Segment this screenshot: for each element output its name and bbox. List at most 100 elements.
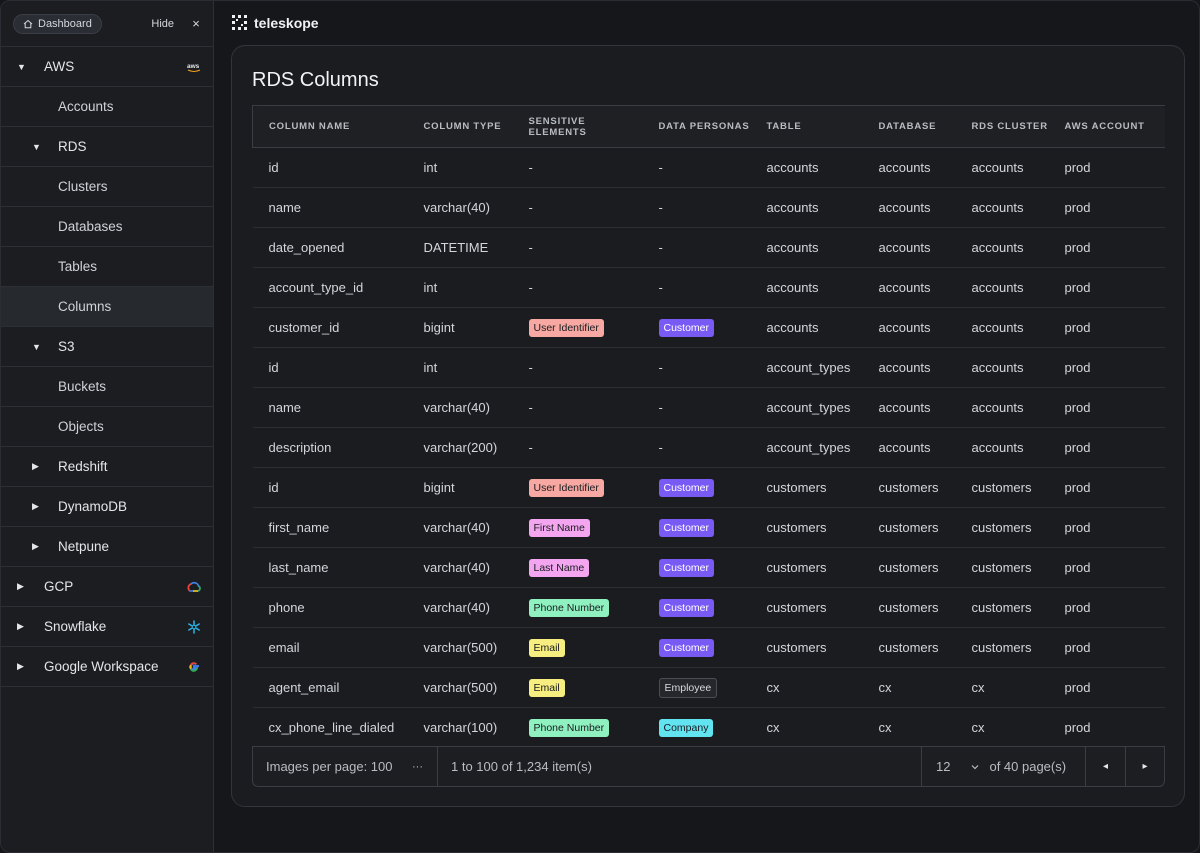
sensitive-element-cell-badge[interactable]: User Identifier xyxy=(528,318,604,337)
sensitive-element-cell-badge[interactable]: Email xyxy=(528,678,565,697)
aws-account-cell: prod xyxy=(1049,508,1166,548)
table-row[interactable]: first_name varchar(40) First Name Customer c… xyxy=(252,508,1166,548)
caret-right-icon[interactable]: ▶ xyxy=(17,661,24,671)
caret-down-icon[interactable]: ▼ xyxy=(17,61,26,72)
data-persona-cell-text: - xyxy=(658,440,663,455)
table-body: id int - - accounts accounts accounts prod name v… xyxy=(252,148,1166,747)
column-header[interactable]: RDS CLUSTER xyxy=(955,105,1049,148)
sensitive-element-cell: - xyxy=(513,148,643,188)
data-persona-cell-badge[interactable]: Customer xyxy=(658,518,715,537)
per-page-label: Images per page: 100 xyxy=(266,759,393,774)
table-row[interactable]: description varchar(200) - - account_types ac… xyxy=(252,428,1165,468)
data-persona-cell-badge[interactable]: Customer xyxy=(658,598,715,617)
dashboard-button[interactable]: Dashboard xyxy=(13,13,102,34)
data-persona-cell-badge[interactable]: Customer xyxy=(658,638,715,657)
table-row[interactable]: name varchar(40) - - account_types accounts ac… xyxy=(252,388,1165,428)
column-header[interactable]: COLUMN TYPE xyxy=(407,105,513,148)
aws-account-cell: prod xyxy=(1049,628,1166,668)
sidebar-item-rds[interactable]: ▼ RDS xyxy=(1,127,213,167)
sidebar-item-clusters[interactable]: Clusters xyxy=(1,167,213,207)
sensitive-element-cell-badge[interactable]: Phone Number xyxy=(528,718,610,737)
sidebar-item-google-workspace[interactable]: ▶ Google Workspace xyxy=(1,647,213,687)
sidebar-item-accounts[interactable]: Accounts xyxy=(1,87,213,127)
caret-right-icon[interactable]: ▶ xyxy=(17,581,24,591)
data-persona-cell-badge[interactable]: Customer xyxy=(658,318,715,337)
table-row[interactable]: account_type_id int - - accounts accounts acco… xyxy=(252,268,1165,308)
sidebar-item-databases[interactable]: Databases xyxy=(1,207,213,247)
sidebar-item-aws[interactable]: ▼ AWS aws xyxy=(1,47,213,87)
table-row[interactable]: id bigint User Identifier Customer customers… xyxy=(252,468,1165,508)
sidebar-item-s3[interactable]: ▼ S3 xyxy=(1,327,213,367)
caret-down-icon[interactable]: ▼ xyxy=(32,341,41,352)
data-persona-cell-badge[interactable]: Customer xyxy=(658,478,715,497)
column-name-cell-text: id xyxy=(268,480,279,495)
table-row[interactable]: email varchar(500) Email Customer customers c… xyxy=(252,628,1166,668)
sidebar-item-objects[interactable]: Objects xyxy=(1,407,213,447)
caret-right-icon[interactable]: ▶ xyxy=(32,501,39,511)
sidebar-item-label: Google Workspace xyxy=(44,659,159,674)
column-header[interactable]: SENSITIVE ELEMENTS xyxy=(512,105,643,148)
next-page-button[interactable]: ▸ xyxy=(1126,747,1164,786)
rds-cluster-cell: accounts xyxy=(956,308,1049,348)
table-row[interactable]: last_name varchar(40) Last Name Customer cus… xyxy=(252,548,1165,588)
table-row[interactable]: phone varchar(40) Phone Number Customer cust… xyxy=(252,588,1165,628)
columns-table-wrapper[interactable]: COLUMN NAME COLUMN TYPE SENSITIVE ELEMEN… xyxy=(252,105,1165,747)
caret-right-icon[interactable]: ▶ xyxy=(17,621,24,631)
caret-right-icon[interactable]: ▶ xyxy=(32,541,39,551)
sidebar-item-gcp[interactable]: ▶ GCP xyxy=(1,567,213,607)
sensitive-element-cell: User Identifier xyxy=(513,468,643,508)
column-header[interactable]: COLUMN NAME xyxy=(252,105,408,148)
table-row[interactable]: id int - - accounts accounts accounts prod xyxy=(252,148,1165,188)
column-header[interactable]: DATABASE xyxy=(862,105,956,148)
data-persona-cell-text: - xyxy=(658,360,663,375)
sidebar-item-buckets[interactable]: Buckets xyxy=(1,367,213,407)
per-page-select[interactable]: Images per page: 100 ··· xyxy=(253,747,438,786)
caret-down-icon[interactable]: ▼ xyxy=(32,141,41,152)
table-row[interactable]: cx_phone_line_dialed varchar(100) Phone Nu… xyxy=(252,708,1165,747)
database-cell: customers xyxy=(863,508,956,548)
column-header[interactable]: AWS ACCOUNT xyxy=(1048,105,1165,148)
data-persona-cell-badge[interactable]: Employee xyxy=(658,677,718,698)
sensitive-element-cell-badge[interactable]: Phone Number xyxy=(528,598,610,617)
column-name-cell-text: last_name xyxy=(268,560,329,575)
sensitive-element-cell: Phone Number xyxy=(513,588,643,628)
close-icon[interactable]: × xyxy=(192,16,200,31)
sidebar-item-snowflake[interactable]: ▶ Snowflake xyxy=(1,607,213,647)
sidebar-item-netpune[interactable]: ▶ Netpune xyxy=(1,527,213,567)
data-persona-cell-badge[interactable]: Company xyxy=(658,718,714,737)
aws-account-cell-text: prod xyxy=(1064,400,1091,415)
sidebar-item-redshift[interactable]: ▶ Redshift xyxy=(1,447,213,487)
sensitive-element-cell-badge[interactable]: User Identifier xyxy=(528,478,604,497)
data-persona-cell: Customer xyxy=(643,508,751,548)
table-cell-text: accounts xyxy=(766,240,819,255)
brand-logo[interactable]: teleskope xyxy=(232,15,319,31)
columns-card: RDS Columns COLUMN NAME COLUMN TYPE SENS… xyxy=(231,45,1185,807)
sensitive-element-cell-badge[interactable]: Last Name xyxy=(528,558,590,577)
sensitive-element-cell: - xyxy=(513,388,643,428)
caret-right-icon[interactable]: ▶ xyxy=(32,461,39,471)
sidebar-item-tables[interactable]: Tables xyxy=(1,247,213,287)
chevron-down-icon[interactable] xyxy=(970,762,980,772)
sidebar-item-dynamodb[interactable]: ▶ DynamoDB xyxy=(1,487,213,527)
prev-page-button[interactable]: ◂ xyxy=(1086,747,1126,786)
hide-sidebar-button[interactable]: Hide xyxy=(151,17,174,30)
table-row[interactable]: date_opened DATETIME - - accounts accounts acc… xyxy=(252,228,1165,268)
column-type-cell-text: bigint xyxy=(423,320,455,335)
sensitive-element-cell-badge[interactable]: First Name xyxy=(528,518,590,537)
table-row[interactable]: customer_id bigint User Identifier Customer… xyxy=(252,308,1165,348)
table-row[interactable]: id int - - account_types accounts accounts prod xyxy=(252,348,1165,388)
table-row[interactable]: agent_email varchar(500) Email Employee cx cx… xyxy=(252,668,1165,708)
sensitive-element-cell-text: - xyxy=(528,440,533,455)
table-cell: account_types xyxy=(751,348,863,388)
column-header[interactable]: DATA PERSONAS xyxy=(642,105,751,148)
sensitive-element-cell-badge[interactable]: Email xyxy=(528,638,565,657)
page-select[interactable]: 12 of 40 page(s) xyxy=(922,747,1086,786)
column-type-cell: varchar(500) xyxy=(408,668,513,708)
sidebar-item-columns[interactable]: Columns xyxy=(1,287,213,327)
column-header[interactable]: TABLE xyxy=(750,105,863,148)
rds-cluster-cell: accounts xyxy=(956,228,1049,268)
table-row[interactable]: name varchar(40) - - accounts accounts account… xyxy=(252,188,1165,228)
data-persona-cell: Customer xyxy=(643,468,751,508)
data-persona-cell-badge[interactable]: Customer xyxy=(658,558,715,577)
more-icon[interactable]: ··· xyxy=(412,760,423,773)
